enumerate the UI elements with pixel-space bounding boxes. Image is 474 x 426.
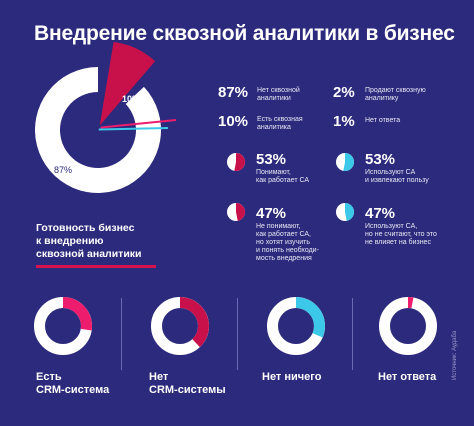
donut-center-label-has-crm: 27.5% [50, 322, 77, 333]
stat-value-understand: 53% [256, 151, 287, 168]
page-title: Внедрение сквозной аналитики в бизнес [34, 22, 455, 45]
readiness-caption-line-3: сквозной аналитики [36, 248, 142, 260]
label-has-crm-line-1: Есть [36, 371, 62, 383]
accent-line-cyan [98, 127, 169, 131]
accent-line-pink [100, 119, 177, 129]
stat-value-use-benefit: 53% [365, 151, 396, 168]
label-no-crm: Нет CRM-системы [149, 371, 226, 397]
half-pie-icon [236, 203, 246, 221]
half-pie-icon [343, 153, 354, 171]
stat-text-sell-analytics: Продают сквозную аналитику [365, 87, 426, 102]
slice-has-analytics [99, 42, 156, 126]
readiness-caption-line-2: к внедрению [36, 235, 104, 247]
slice-label-87: 87% [54, 165, 72, 175]
stat-value-no-analytics: 87% [218, 84, 249, 101]
donut-center-label-nothing: 31.5% [283, 322, 310, 333]
stat-text-no-answer: Нет ответа [365, 117, 401, 124]
caption-underline [36, 265, 156, 268]
donut-slice-no-crm [180, 297, 209, 348]
label-no-answer-line-1: Нет ответа [378, 371, 437, 383]
source-note: Источник: Аудаба [452, 330, 458, 380]
stat-value-use-no-effect: 47% [365, 205, 396, 222]
stat-value-sell-analytics: 2% [333, 84, 355, 101]
readiness-caption-line-1: Готовность бизнес [36, 222, 135, 234]
stat-text-use-no-effect: Используют СА, но не считают, что это не… [365, 223, 437, 246]
slice-no-analytics [34, 67, 161, 193]
stat-text-dont-understand: Не понимают, как работает СА, но хотят и… [256, 223, 319, 262]
slice-label-10: 10% [122, 94, 140, 104]
donut-slice-has-crm [63, 297, 92, 331]
half-pie-icon [234, 153, 245, 171]
label-no-answer: Нет ответа [378, 371, 436, 384]
divider [352, 298, 353, 370]
label-nothing-line-1: Нет ничего [262, 371, 322, 383]
donut-slice-nothing [296, 297, 326, 338]
donut-center-label-no-answer: 3% [401, 322, 415, 333]
stat-text-has-analytics: Есть сквозная аналитика [257, 116, 303, 131]
label-nothing: Нет ничего [262, 371, 321, 384]
donut-slice-no-answer [408, 297, 414, 309]
donut-center-label-no-crm: 38% [170, 322, 190, 333]
stat-text-understand: Понимают, как работает СА [256, 169, 310, 184]
stat-value-dont-understand: 47% [256, 205, 287, 222]
readiness-caption: Готовность бизнес к внедрению сквозной а… [36, 222, 142, 261]
label-has-crm: Есть CRM-система [36, 371, 109, 397]
stat-value-no-answer: 1% [333, 113, 355, 130]
label-no-crm-line-2: CRM-системы [149, 384, 226, 396]
label-no-crm-line-1: Нет [149, 371, 169, 383]
readiness-donut-chart: 10% 87% [34, 42, 177, 193]
label-has-crm-line-2: CRM-система [36, 384, 110, 396]
stat-value-has-analytics: 10% [218, 113, 249, 130]
stat-text-use-benefit: Используют СА и извлекают пользу [365, 169, 429, 184]
stat-text-no-analytics: Нет сквозной аналитики [257, 87, 300, 102]
divider [121, 298, 122, 370]
crm-donut-charts: 27.5% 38% 31.5% 3% [34, 297, 437, 355]
divider [237, 298, 238, 370]
stat-icons [227, 153, 355, 221]
half-pie-icon [345, 203, 355, 221]
